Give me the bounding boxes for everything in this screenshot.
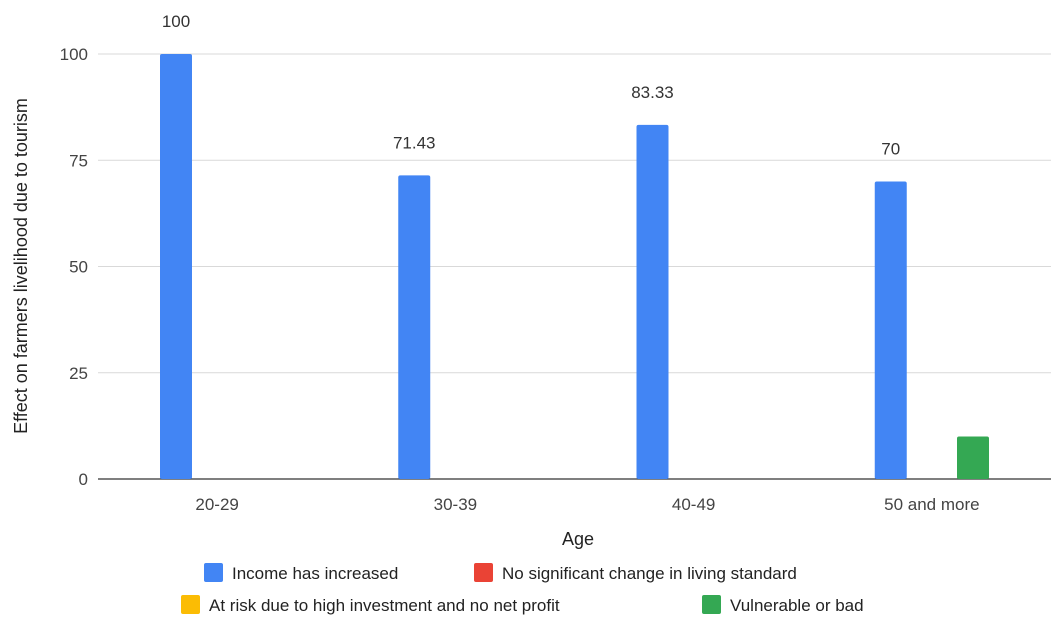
legend-swatch [474, 563, 493, 582]
bar-income-has-increased [398, 175, 431, 480]
legend-label: Income has increased [232, 564, 398, 583]
legend-label: Vulnerable or bad [730, 596, 864, 615]
x-tick-label: 50 and more [884, 495, 979, 514]
bar-income-has-increased [874, 181, 907, 479]
y-tick-label: 25 [69, 364, 88, 383]
bar-income-has-increased [160, 54, 192, 479]
x-tick-label: 20-29 [195, 495, 238, 514]
bar-income-has-increased [636, 124, 669, 479]
y-axis-title: Effect on farmers livelihood due to tour… [11, 98, 31, 434]
data-label: 100 [162, 12, 190, 31]
legend-swatch [181, 595, 200, 614]
y-tick-label: 0 [79, 470, 88, 489]
legend-swatch [702, 595, 721, 614]
x-axis-title: Age [562, 529, 594, 549]
legend-swatch [204, 563, 223, 582]
data-label: 70 [881, 140, 900, 159]
bar-vulnerable-or-bad [957, 436, 989, 479]
y-tick-label: 75 [69, 151, 88, 170]
y-tick-label: 50 [69, 258, 88, 277]
legend-label: At risk due to high investment and no ne… [209, 596, 560, 615]
x-tick-label: 30-39 [434, 495, 477, 514]
legend-label: No significant change in living standard [502, 564, 797, 583]
x-tick-label: 40-49 [672, 495, 715, 514]
data-label: 83.33 [631, 83, 674, 102]
data-label: 71.43 [393, 133, 436, 152]
y-tick-label: 100 [60, 45, 88, 64]
